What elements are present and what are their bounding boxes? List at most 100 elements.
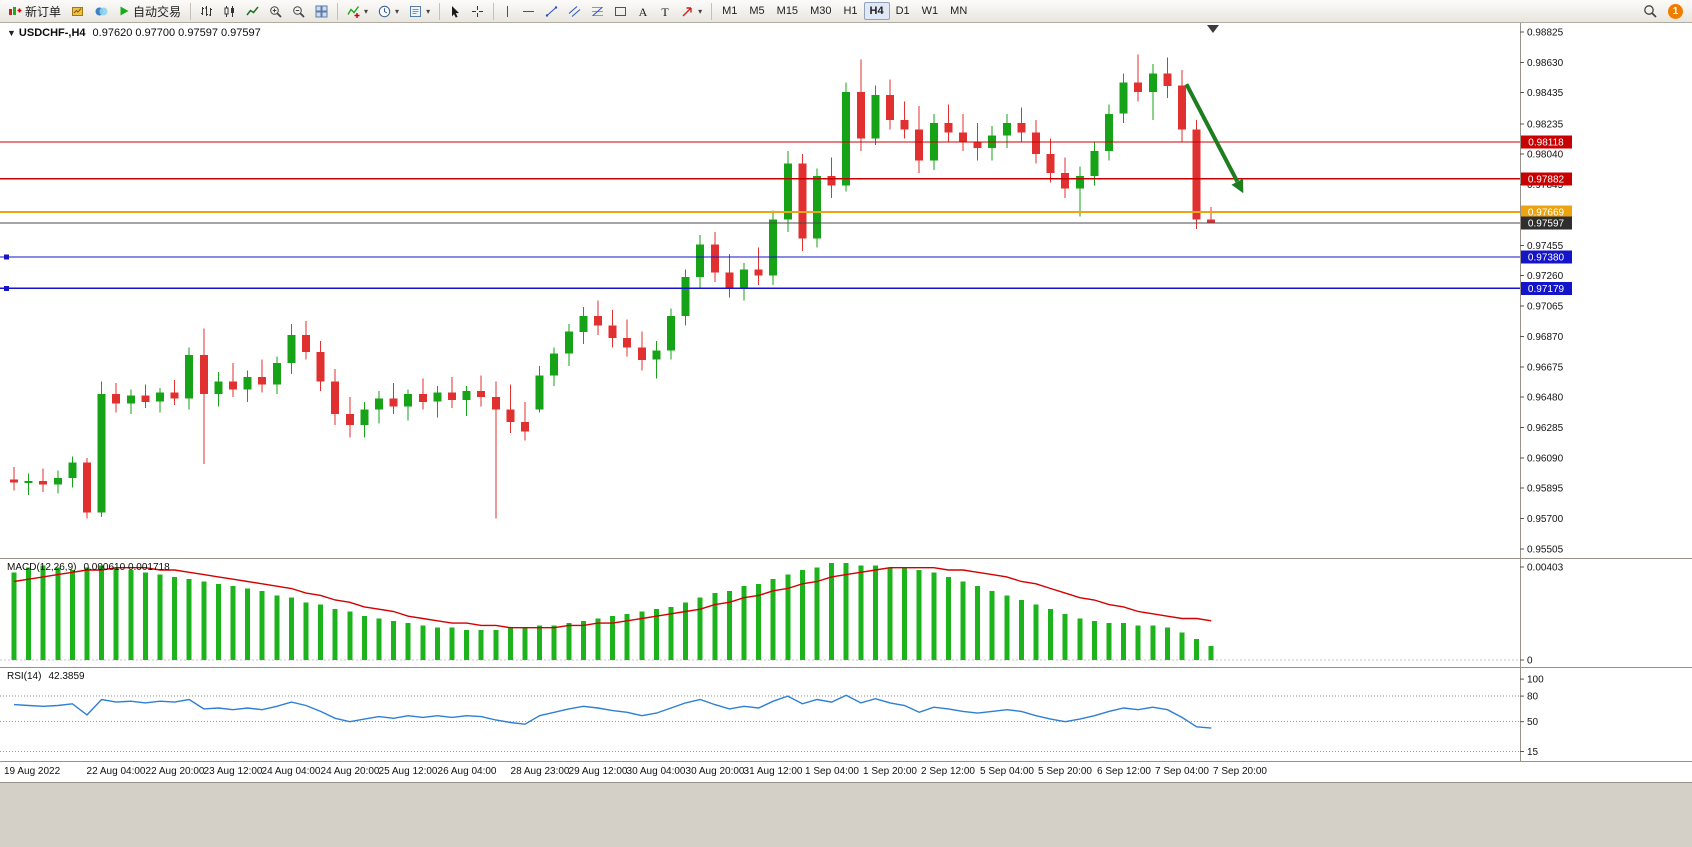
chart-symbol: USDCHF-,H4 xyxy=(18,27,86,39)
time-label: 22 Aug 04:00 xyxy=(86,766,146,777)
shapes-button[interactable] xyxy=(609,1,632,22)
periods-button[interactable]: ▾ xyxy=(373,1,404,22)
line-chart-button[interactable] xyxy=(241,1,264,22)
hline-0.97179[interactable]: 0.97179 xyxy=(0,281,1572,295)
macd-values: 0.000610 0.001718 xyxy=(83,562,170,573)
hline-0.97597[interactable]: 0.97597 xyxy=(0,216,1572,230)
channel-button[interactable] xyxy=(563,1,586,22)
profiles-button[interactable] xyxy=(89,1,114,22)
time-label: 30 Aug 20:00 xyxy=(685,766,745,777)
price-scale[interactable] xyxy=(1520,23,1692,781)
collapse-icon[interactable]: ▼ xyxy=(7,28,16,38)
hline-0.97669[interactable]: 0.97669 xyxy=(0,205,1572,219)
candlestick-chart-button[interactable] xyxy=(218,1,241,22)
hline-icon xyxy=(522,7,535,16)
trend-arrow-annotation[interactable] xyxy=(1184,83,1244,194)
price-badge xyxy=(1521,216,1572,230)
rsi-header: RSI(14) 42.3859 xyxy=(7,671,85,682)
svg-text:0.96675: 0.96675 xyxy=(1527,362,1564,373)
vline-icon xyxy=(503,5,512,18)
zoom-in-button[interactable] xyxy=(264,1,287,22)
time-axis[interactable]: 19 Aug 2022 22 Aug 04:00 22 Aug 20:00 23 Au… xyxy=(0,762,1520,781)
new-chart-button[interactable] xyxy=(66,1,89,22)
trendline-button[interactable] xyxy=(540,1,563,22)
svg-text:0.97179: 0.97179 xyxy=(1528,284,1565,295)
crosshair-button[interactable] xyxy=(466,1,489,22)
text-button[interactable]: A xyxy=(632,1,654,22)
svg-text:0.97455: 0.97455 xyxy=(1527,241,1564,252)
search-button[interactable] xyxy=(1638,1,1662,22)
chart-ohlc-values: 0.97620 0.97700 0.97597 0.97597 xyxy=(92,27,261,39)
vertical-line-button[interactable] xyxy=(498,1,517,22)
tf-button-m15[interactable]: M15 xyxy=(776,5,799,17)
indicators-button[interactable]: ▾ xyxy=(342,1,373,22)
horizontal-line-button[interactable] xyxy=(517,1,540,22)
new-order-button[interactable]: 新订单 xyxy=(3,1,66,22)
chart-plot-area[interactable] xyxy=(0,40,1520,555)
price-badge xyxy=(1521,205,1572,219)
toolbar-separator xyxy=(337,2,339,20)
tf-button-m30[interactable]: M30 xyxy=(810,5,832,17)
arrows-icon xyxy=(681,5,694,18)
tf-button-mn[interactable]: MN xyxy=(950,5,968,17)
hline-0.97380[interactable]: 0.97380 xyxy=(0,250,1572,264)
templates-button[interactable]: ▾ xyxy=(404,1,435,22)
tile-windows-button[interactable] xyxy=(310,1,333,22)
time-label: 26 Aug 04:00 xyxy=(437,766,497,777)
fibonacci-button[interactable] xyxy=(586,1,609,22)
time-label: 1 Sep 04:00 xyxy=(805,766,859,777)
chart-shift-marker[interactable] xyxy=(1207,25,1219,33)
zoom-out-button[interactable] xyxy=(287,1,310,22)
time-label: 30 Aug 04:00 xyxy=(626,766,686,777)
tf-button-m1[interactable]: M1 xyxy=(722,5,738,17)
svg-text:T: T xyxy=(661,5,669,18)
svg-text:0.98040: 0.98040 xyxy=(1527,150,1564,161)
svg-text:0.96090: 0.96090 xyxy=(1527,453,1564,464)
tf-button-m5[interactable]: M5 xyxy=(749,5,765,17)
label-icon: T xyxy=(659,5,671,18)
line-chart-icon xyxy=(246,5,259,18)
svg-text:0.98435: 0.98435 xyxy=(1527,88,1564,99)
tf-button-h4[interactable]: H4 xyxy=(863,2,890,20)
chevron-down-icon: ▾ xyxy=(426,6,431,16)
time-label: 7 Sep 20:00 xyxy=(1213,766,1267,777)
hline-0.98118[interactable]: 0.98118 xyxy=(0,135,1572,149)
time-label: 7 Sep 04:00 xyxy=(1155,766,1209,777)
arrows-button[interactable]: ▾ xyxy=(676,1,707,22)
time-label: 22 Aug 20:00 xyxy=(145,766,205,777)
hline-0.97882[interactable]: 0.97882 xyxy=(0,172,1572,186)
toolbar-separator xyxy=(190,2,192,20)
svg-text:0.96480: 0.96480 xyxy=(1527,393,1564,404)
tf-button-h1[interactable]: H1 xyxy=(843,5,858,17)
svg-text:0.96870: 0.96870 xyxy=(1527,332,1564,343)
time-label: 24 Aug 20:00 xyxy=(320,766,380,777)
time-label: 25 Aug 12:00 xyxy=(378,766,438,777)
candles xyxy=(10,54,1216,519)
tf-button-w1[interactable]: W1 xyxy=(921,5,939,17)
search-icon xyxy=(1643,4,1657,18)
panel-splitters[interactable] xyxy=(0,558,1692,762)
svg-text:0.98235: 0.98235 xyxy=(1527,119,1564,130)
svg-text:0.00403: 0.00403 xyxy=(1527,563,1564,574)
zoom-out-icon xyxy=(292,5,305,18)
svg-text:0.97882: 0.97882 xyxy=(1528,174,1565,185)
time-label: 31 Aug 12:00 xyxy=(743,766,803,777)
svg-text:A: A xyxy=(639,5,648,18)
svg-text:0: 0 xyxy=(1527,656,1533,667)
autotrading-button[interactable]: 自动交易 xyxy=(114,1,186,22)
clock-icon xyxy=(378,5,391,18)
macd-label: MACD(12,26,9) xyxy=(7,562,77,573)
time-label: 29 Aug 12:00 xyxy=(568,766,628,777)
cursor-button[interactable] xyxy=(444,1,466,22)
tf-button-d1[interactable]: D1 xyxy=(895,5,910,17)
bar-chart-button[interactable] xyxy=(195,1,218,22)
svg-text:0.97065: 0.97065 xyxy=(1527,302,1564,313)
toolbar-separator xyxy=(711,2,713,20)
label-button[interactable]: T xyxy=(654,1,676,22)
chevron-down-icon: ▾ xyxy=(698,6,703,16)
new-chart-icon xyxy=(71,5,84,18)
notification-badge[interactable]: 1 xyxy=(1668,3,1683,19)
bars-icon xyxy=(200,5,213,18)
